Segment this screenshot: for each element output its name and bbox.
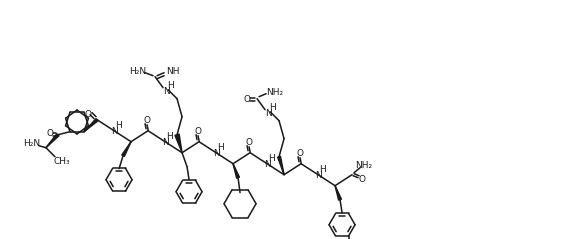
Polygon shape	[84, 119, 98, 132]
Text: N: N	[162, 138, 168, 147]
Polygon shape	[335, 186, 341, 200]
Text: H: H	[115, 121, 121, 130]
Text: O: O	[84, 110, 92, 119]
Polygon shape	[175, 134, 182, 153]
Polygon shape	[233, 164, 239, 178]
Text: O: O	[296, 149, 304, 158]
Text: H: H	[319, 165, 325, 174]
Text: H: H	[217, 143, 223, 152]
Text: CH₃: CH₃	[54, 157, 70, 166]
Text: H: H	[268, 154, 274, 163]
Text: N: N	[111, 127, 117, 136]
Text: NH: NH	[166, 67, 180, 76]
Text: O: O	[144, 116, 150, 125]
Text: NH₂: NH₂	[356, 161, 373, 170]
Text: O: O	[359, 175, 365, 184]
Text: H: H	[166, 81, 173, 90]
Text: H₂N: H₂N	[129, 67, 146, 76]
Text: H: H	[268, 103, 275, 112]
Text: N: N	[264, 160, 270, 169]
Text: H: H	[166, 132, 173, 141]
Text: NH₂: NH₂	[267, 88, 284, 97]
Text: O: O	[46, 129, 54, 138]
Text: N: N	[315, 171, 321, 180]
Text: O: O	[194, 127, 202, 136]
Polygon shape	[122, 142, 131, 157]
Text: O: O	[243, 95, 251, 104]
Text: N: N	[162, 87, 169, 96]
Text: N: N	[213, 149, 219, 158]
Polygon shape	[46, 134, 59, 148]
Polygon shape	[278, 156, 284, 175]
Text: H₂N: H₂N	[23, 139, 40, 148]
Text: N: N	[264, 109, 271, 118]
Text: O: O	[246, 138, 253, 147]
